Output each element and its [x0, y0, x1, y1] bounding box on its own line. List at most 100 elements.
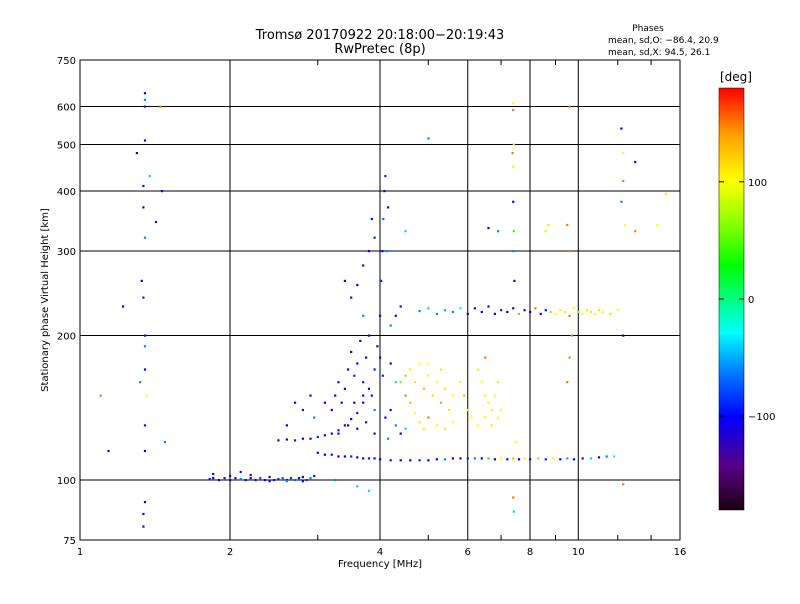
echo-point — [379, 458, 382, 461]
echo-point — [477, 368, 480, 371]
phases-x-stats: mean, sd,X: 94.5, 26.1 — [608, 48, 710, 58]
echo-point — [268, 480, 271, 483]
echo-point — [572, 458, 576, 461]
echo-point — [229, 479, 232, 482]
echo-point — [254, 479, 257, 482]
echo-point — [597, 309, 601, 312]
echo-point — [334, 394, 337, 397]
echo-point — [470, 416, 473, 419]
echo-point — [159, 105, 162, 108]
echo-point — [559, 309, 562, 312]
echo-point — [381, 250, 384, 253]
echo-point — [620, 200, 623, 203]
echo-point — [404, 230, 407, 233]
echo-point — [293, 401, 297, 404]
echo-point — [142, 512, 145, 516]
y-axis: 75 100 200 300 400 500 600 750 — [57, 56, 76, 547]
echo-point — [148, 175, 151, 178]
echo-point — [601, 310, 604, 314]
echo-point — [493, 394, 496, 397]
echo-point — [337, 432, 340, 435]
echo-point — [285, 424, 288, 427]
y-tick-label: 100 — [57, 476, 76, 487]
echo-point — [145, 394, 148, 397]
echo-point — [443, 387, 447, 390]
echo-point — [497, 230, 500, 233]
echo-point — [343, 279, 346, 282]
echo-point — [466, 312, 469, 315]
echo-point — [399, 305, 402, 308]
y-tick-label: 75 — [63, 536, 76, 547]
echo-point — [330, 408, 333, 412]
echo-point — [239, 470, 242, 474]
echo-point — [466, 457, 469, 460]
x-tick-label: 6 — [465, 547, 471, 558]
echo-point — [323, 401, 326, 404]
echo-point — [490, 424, 493, 427]
echo-point — [337, 429, 340, 432]
echo-point — [513, 279, 516, 282]
echo-point — [249, 477, 252, 480]
echo-point — [512, 102, 515, 105]
echo-point — [537, 457, 540, 460]
echo-point — [244, 479, 247, 482]
echo-point — [568, 356, 571, 359]
echo-point — [623, 223, 626, 227]
echo-point — [413, 381, 417, 384]
echo-point — [362, 314, 365, 317]
echo-point — [418, 310, 421, 313]
echo-point — [143, 449, 147, 453]
x-tick-label: 2 — [227, 547, 233, 558]
echo-point — [99, 394, 102, 397]
echo-point — [512, 109, 515, 112]
echo-point — [347, 424, 350, 427]
colorbar-label: [deg] — [720, 70, 752, 84]
echo-point — [293, 439, 297, 442]
echo-point — [443, 309, 447, 312]
echo-point — [239, 478, 242, 481]
echo-point — [367, 334, 371, 337]
echo-point — [297, 477, 301, 480]
echo-point — [330, 432, 333, 435]
colorbar-tick-label: 0 — [748, 295, 754, 306]
echo-point — [394, 314, 397, 317]
phases-o-stats: mean, sd,O: −86.4, 20.9 — [608, 36, 719, 46]
echo-point — [362, 401, 365, 404]
echo-point — [534, 307, 537, 310]
echo-point — [435, 312, 438, 315]
echo-point — [263, 479, 267, 482]
echo-point — [373, 408, 376, 412]
echo-point — [387, 206, 390, 209]
echo-point — [359, 339, 362, 342]
echo-point — [609, 312, 612, 315]
echo-point — [394, 424, 397, 427]
echo-point — [497, 381, 500, 384]
echo-point — [500, 408, 503, 412]
echo-point — [500, 309, 503, 312]
echo-point — [480, 381, 483, 384]
echo-point — [140, 279, 143, 282]
echo-point — [365, 421, 368, 424]
echo-point — [539, 312, 542, 315]
x-tick-label: 4 — [377, 547, 383, 558]
echo-point — [497, 416, 500, 419]
echo-point — [373, 457, 376, 460]
echo-point — [427, 307, 430, 310]
echo-point — [356, 283, 359, 287]
echo-point — [389, 324, 392, 327]
echo-point — [313, 416, 316, 419]
echo-point — [568, 105, 571, 108]
echo-point — [544, 309, 547, 312]
echo-point — [379, 356, 382, 359]
echo-point — [622, 334, 625, 337]
echo-point — [622, 179, 625, 183]
echo-point — [373, 368, 376, 371]
echo-point — [154, 220, 158, 224]
echo-point — [634, 160, 637, 164]
echo-point — [622, 483, 625, 486]
echo-point — [570, 334, 573, 337]
echo-point — [394, 381, 397, 384]
echo-point — [480, 310, 483, 314]
